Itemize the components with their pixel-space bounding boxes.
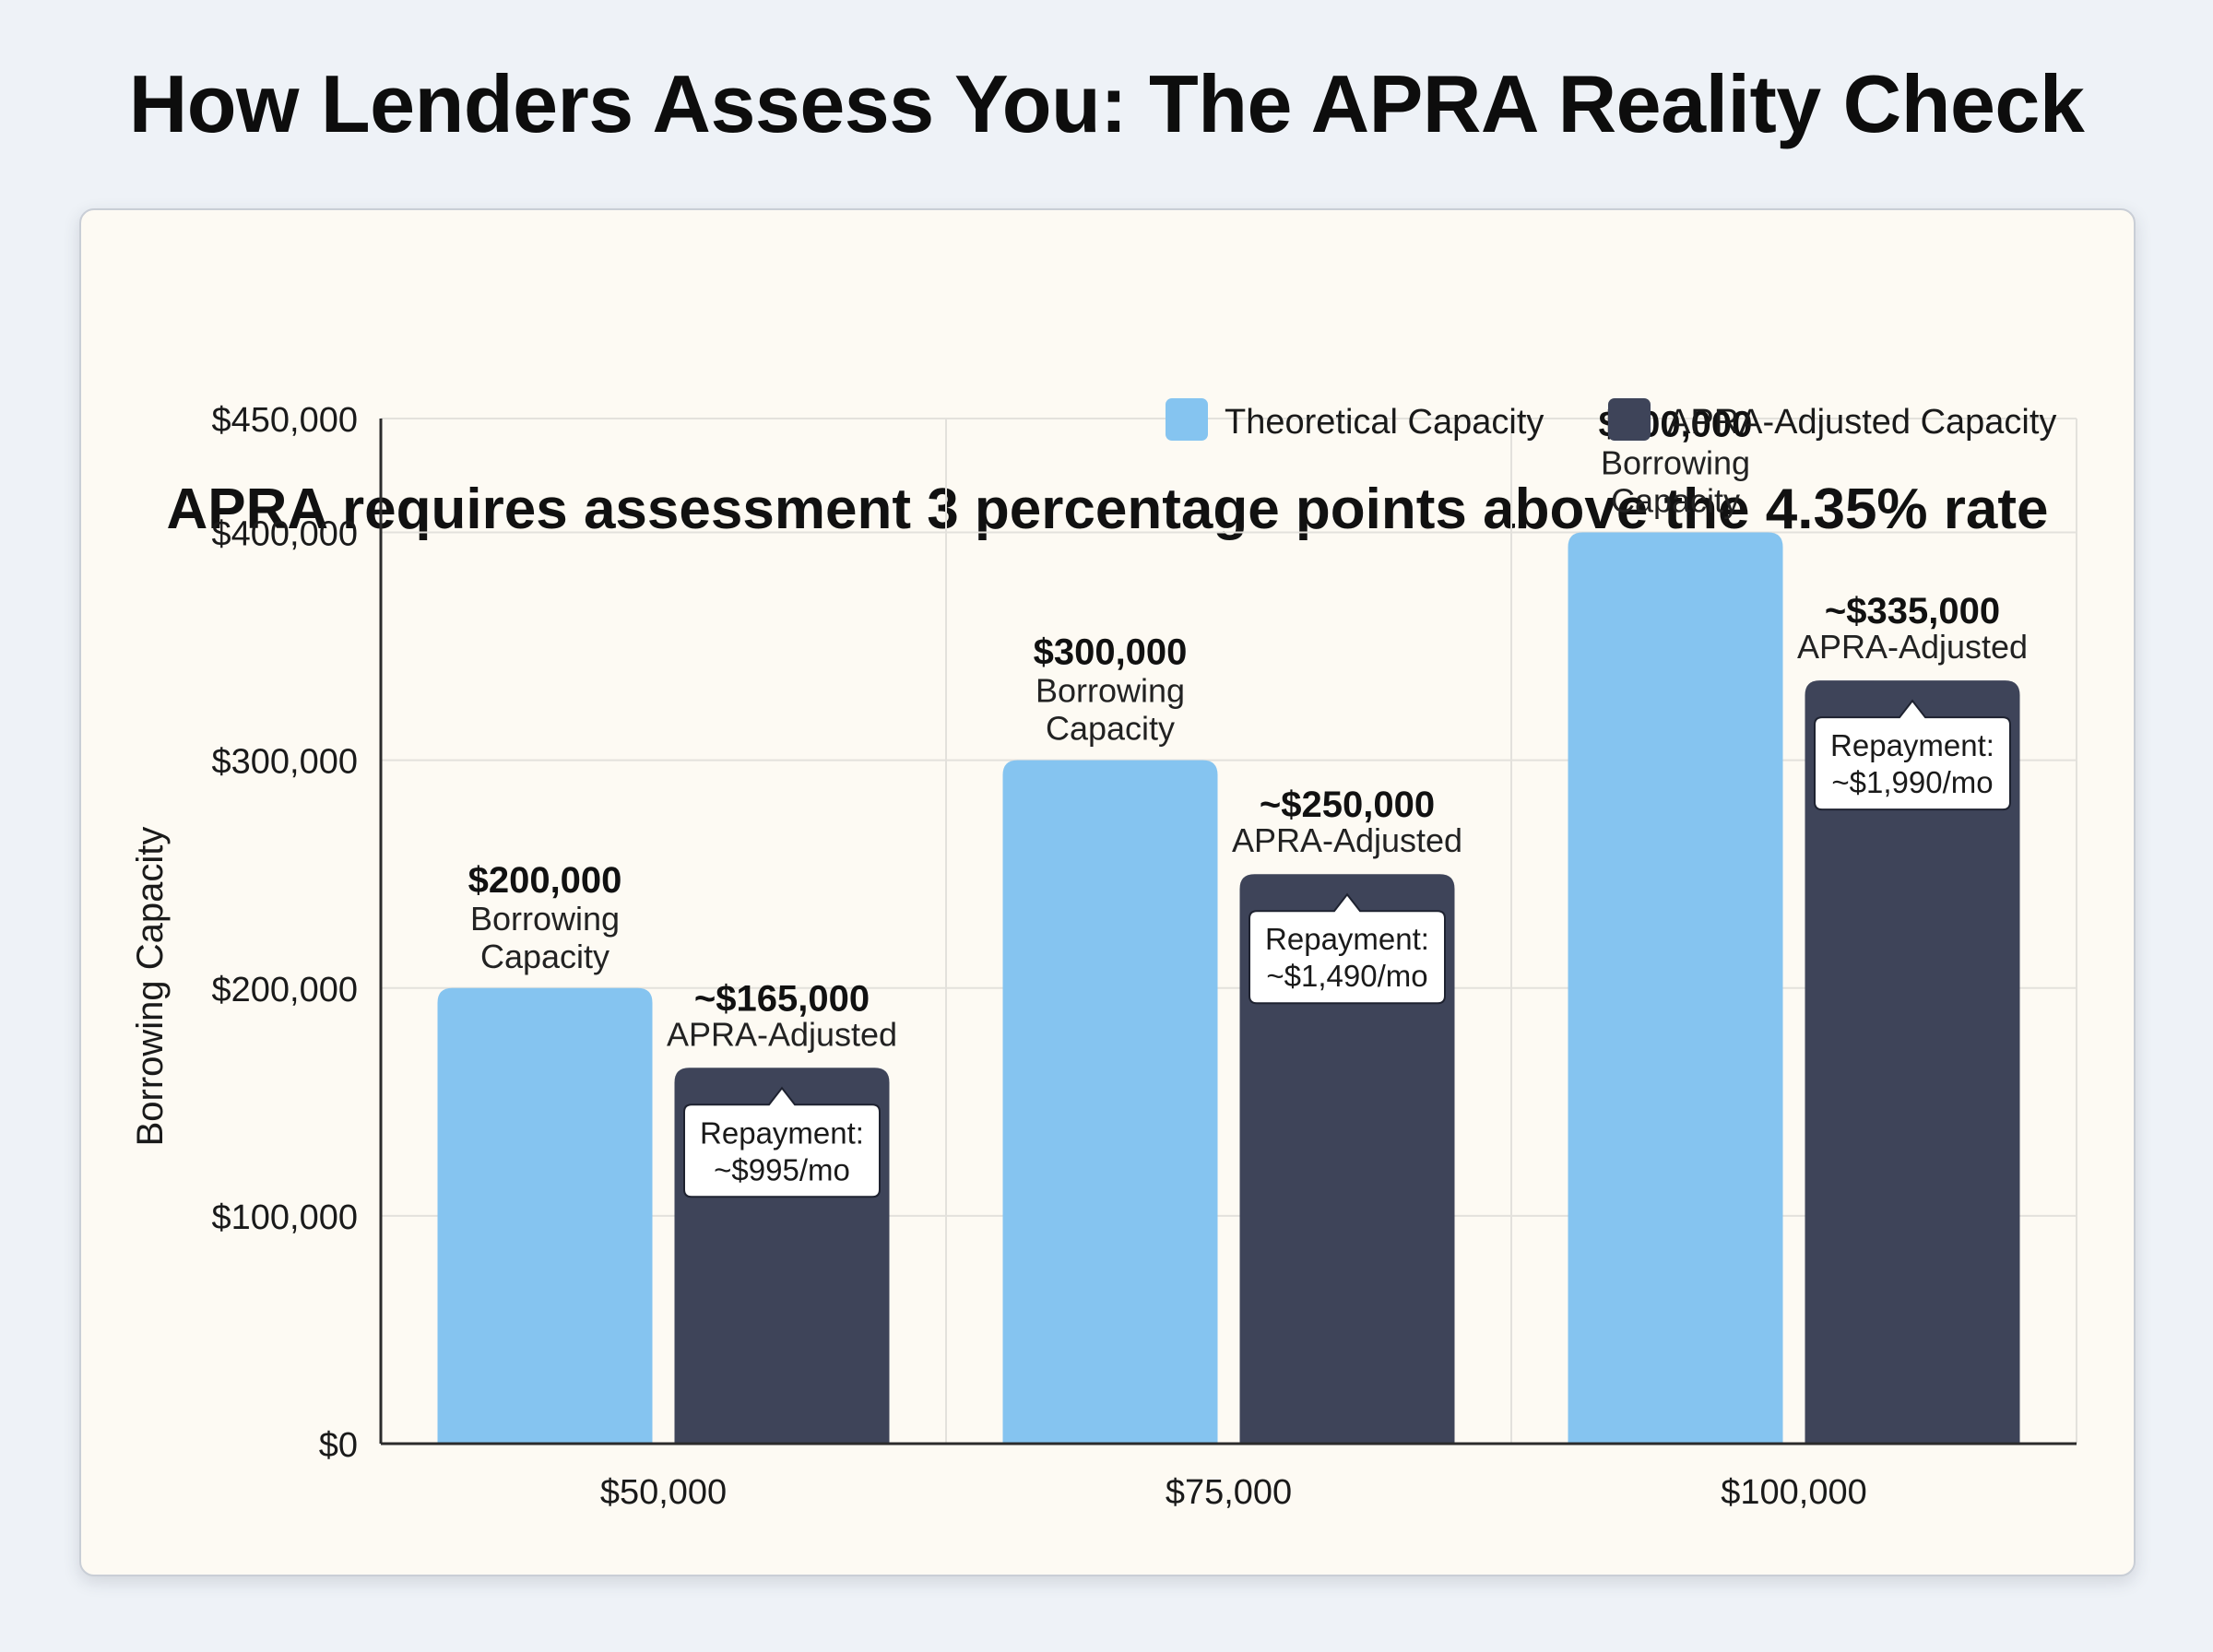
legend-label-theoretical: Theoretical Capacity [1225, 403, 1544, 442]
x-tick-label: $100,000 [1721, 1473, 1867, 1512]
legend-swatch-theoretical [1166, 398, 1208, 441]
data-sublabel-theoretical: Borrowing [470, 900, 620, 938]
bar-apra-adjusted [1805, 680, 2020, 1444]
repayment-callout [1249, 892, 1446, 1005]
x-tick-label: $50,000 [600, 1473, 727, 1512]
bar-theoretical [1568, 532, 1783, 1444]
data-label-apra-adjusted: ~$335,000 [1825, 591, 2000, 631]
data-label-apra-adjusted: ~$250,000 [1260, 785, 1435, 825]
chart-card: APRA requires assessment 3 percentage po… [79, 208, 2136, 1576]
y-tick-label: $400,000 [212, 515, 359, 554]
bar-theoretical [437, 987, 653, 1444]
y-tick-label: $200,000 [212, 971, 359, 1009]
repayment-callout-label: Repayment: [1265, 922, 1429, 956]
y-tick-label: $300,000 [212, 743, 359, 782]
y-tick-label: $450,000 [212, 401, 359, 440]
legend-label-apra-adjusted: APRA-Adjusted Capacity [1667, 403, 2056, 442]
bar-theoretical [1002, 760, 1218, 1444]
y-tick-label: $0 [319, 1426, 358, 1465]
data-label-apra-adjusted: ~$165,000 [694, 978, 870, 1019]
data-sublabel-theoretical: Borrowing [1601, 444, 1750, 482]
repayment-callout [683, 1086, 881, 1198]
data-sublabel-theoretical: Borrowing [1035, 672, 1185, 710]
data-sublabel-apra-adjusted: APRA-Adjusted [667, 1015, 897, 1053]
bar-apra-adjusted [1239, 874, 1455, 1444]
data-sublabel-apra-adjusted: APRA-Adjusted [1797, 628, 2028, 666]
data-sublabel-theoretical: Capacity [1046, 710, 1175, 748]
repayment-callout-label: Repayment: [1830, 728, 1994, 762]
repayment-callout [1814, 699, 2011, 811]
y-axis-label: Borrowing Capacity [130, 827, 171, 1147]
data-label-theoretical: $300,000 [1034, 632, 1188, 673]
data-sublabel-theoretical: Capacity [480, 938, 609, 975]
x-tick-label: $75,000 [1166, 1473, 1292, 1512]
repayment-callout-label: Repayment: [700, 1115, 864, 1150]
repayment-callout-value: ~$1,990/mo [1831, 765, 1993, 799]
data-label-theoretical: $200,000 [468, 860, 622, 901]
repayment-callout-value: ~$1,490/mo [1266, 959, 1427, 993]
y-tick-label: $100,000 [212, 1198, 359, 1237]
chart-title: APRA requires assessment 3 percentage po… [166, 478, 2048, 541]
page-title: How Lenders Assess You: The APRA Reality… [128, 58, 2085, 149]
repayment-callout-value: ~$995/mo [714, 1152, 850, 1186]
bar-chart: APRA requires assessment 3 percentage po… [130, 398, 2077, 1512]
data-sublabel-theoretical: Capacity [1611, 482, 1740, 520]
data-sublabel-apra-adjusted: APRA-Adjusted [1232, 821, 1462, 859]
legend-swatch-apra-adjusted [1608, 398, 1651, 441]
